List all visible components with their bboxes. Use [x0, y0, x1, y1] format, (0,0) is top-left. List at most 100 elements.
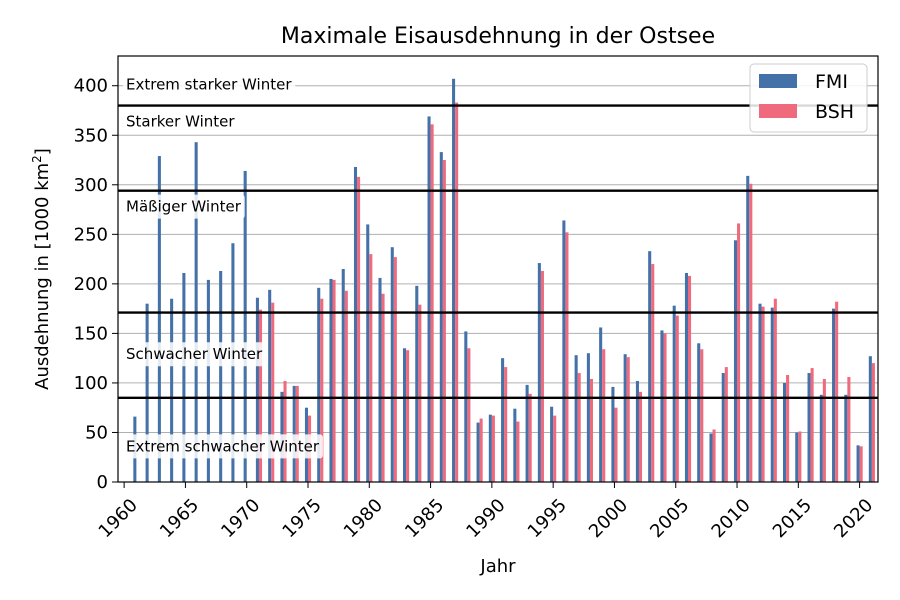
bar-fmi	[562, 220, 566, 482]
bar-bsh	[528, 393, 532, 482]
bar-bsh	[773, 298, 777, 482]
bar-bsh	[442, 160, 446, 482]
bar-bsh	[737, 223, 741, 482]
bar-bsh	[651, 264, 655, 482]
bar-fmi	[317, 287, 321, 482]
legend-label-fmi: FMI	[815, 71, 848, 93]
x-tick-label: 1995	[524, 495, 571, 542]
bar-fmi	[807, 373, 811, 482]
bar-fmi	[439, 152, 443, 483]
y-tick-label: 100	[74, 373, 108, 394]
x-tick-label: 1975	[278, 495, 325, 542]
band-label-background	[123, 434, 323, 459]
band-label: Extrem schwacher Winter	[123, 434, 323, 459]
bar-bsh	[602, 349, 606, 482]
bar-fmi	[243, 170, 247, 482]
bar-fmi	[341, 269, 345, 482]
bar-bsh	[822, 378, 826, 482]
bar-fmi	[206, 279, 210, 482]
bar-fmi	[219, 270, 223, 482]
bar-bsh	[786, 375, 790, 482]
plot-frame	[117, 55, 879, 483]
bar-bsh	[871, 363, 875, 482]
bar-fmi	[415, 285, 419, 482]
y-axis-title-main: Ausdehnung in [1000 km	[32, 163, 53, 390]
bar-bsh	[614, 407, 618, 482]
bar-fmi	[697, 343, 701, 482]
bar-fmi	[329, 278, 333, 482]
bar-fmi	[721, 373, 725, 482]
bar-bsh	[357, 176, 361, 482]
y-tick-label: 250	[74, 224, 108, 245]
bar-bsh	[577, 373, 581, 482]
y-tick-label: 400	[74, 76, 108, 97]
x-tick-label: 1990	[462, 495, 509, 542]
bar-fmi	[586, 353, 590, 482]
bar-bsh	[430, 124, 434, 482]
bar-fmi	[170, 298, 174, 482]
y-axis: 0 50 100 150 200 250 300 350 400	[74, 76, 118, 493]
bar-bsh	[565, 232, 569, 482]
band-label-background	[123, 342, 266, 367]
bar-fmi	[832, 308, 836, 482]
bar-fmi	[525, 384, 529, 482]
bar-bsh	[724, 367, 728, 482]
bar-fmi	[182, 272, 186, 482]
bar-fmi	[268, 289, 272, 482]
bar-fmi	[353, 166, 358, 483]
bar-bsh	[283, 380, 287, 482]
bar-bsh	[859, 446, 863, 482]
bar-fmi	[856, 445, 860, 482]
chart-title: Maximale Eisausdehnung in der Ostsee	[281, 24, 715, 49]
x-tick-label: 1980	[340, 495, 387, 542]
band-label: Extrem starker Winter	[123, 72, 296, 97]
bar-fmi	[537, 263, 541, 482]
bar-fmi	[145, 303, 149, 482]
bar-fmi	[635, 380, 639, 482]
bar-fmi	[403, 348, 407, 482]
band-label-background	[123, 72, 296, 97]
y-tick-label: 200	[74, 274, 108, 295]
bar-bsh	[589, 378, 593, 482]
y-axis-title-end: ]	[32, 148, 53, 155]
y-tick-label: 50	[85, 422, 108, 443]
bar-fmi	[684, 272, 688, 482]
x-tick-label: 2015	[769, 495, 816, 542]
bar-fmi	[819, 394, 823, 482]
bar-fmi	[452, 78, 456, 483]
band-label-text: Mäßiger Winter	[126, 198, 242, 216]
bar-fmi	[733, 240, 738, 482]
bar-fmi	[513, 408, 517, 482]
band-label: Mäßiger Winter	[123, 194, 245, 219]
bar-fmi	[746, 175, 750, 482]
bar-bsh	[344, 290, 348, 482]
x-tick-label: 2010	[708, 495, 755, 542]
bar-bsh	[369, 254, 373, 482]
bar-fmi	[844, 394, 848, 482]
band-label-background	[123, 194, 245, 219]
bar-bsh	[540, 270, 544, 482]
bar-bsh	[320, 298, 324, 482]
x-tick-label: 1965	[156, 495, 203, 542]
bar-bsh	[626, 357, 630, 482]
bar-fmi	[795, 432, 799, 482]
y-axis-title-superscript: 2	[30, 155, 44, 163]
x-tick-label: 1960	[95, 495, 142, 542]
bar-fmi	[648, 251, 652, 482]
bar-bsh	[761, 306, 765, 482]
bar-fmi	[501, 358, 505, 482]
bar-fmi	[427, 116, 431, 482]
bars	[133, 78, 875, 483]
legend-swatch-fmi	[759, 74, 797, 88]
bar-bsh	[332, 279, 336, 482]
x-tick-label: 2000	[585, 495, 632, 542]
band-label: Starker Winter	[123, 109, 239, 134]
band-label-text: Extrem schwacher Winter	[126, 437, 320, 455]
band-label-text: Starker Winter	[126, 112, 235, 130]
x-tick-label: 2020	[830, 495, 877, 542]
bar-fmi	[758, 303, 762, 482]
band-labels: Extrem starker Winter Starker Winter Mäßig…	[123, 72, 323, 459]
bar-bsh	[847, 376, 851, 482]
